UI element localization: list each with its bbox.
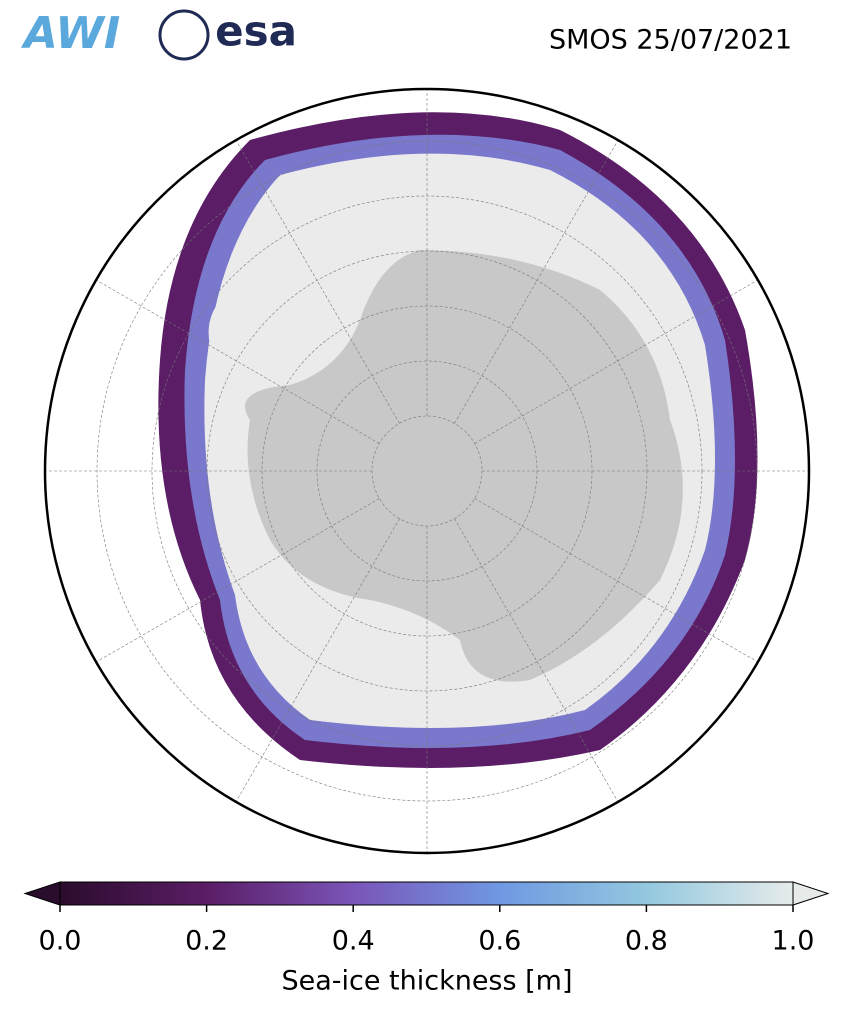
meridian [80, 270, 380, 444]
map-title: SMOS 25/07/2021 [549, 25, 792, 56]
colorbar-tick-label: 0.0 [39, 926, 82, 957]
antarctica [245, 250, 683, 682]
meridian [226, 518, 400, 818]
colorbar [23, 881, 830, 906]
colorbar-tick-label: 1.0 [772, 926, 815, 957]
colorbar-label: Sea-ice thickness [m] [281, 966, 572, 997]
graticule [45, 89, 809, 853]
meridian [474, 498, 774, 672]
colorbar-body [59, 881, 794, 906]
esa-logo-mark [158, 9, 210, 61]
map-frame [43, 87, 811, 855]
awi-logo: AWI [21, 8, 121, 59]
weddell-ice [208, 265, 360, 385]
colorbar-extend-low [23, 881, 61, 906]
map [45, 89, 809, 853]
meridian [226, 124, 400, 424]
colorbar-extend-high [792, 881, 830, 906]
meridian [474, 270, 774, 444]
colorbar-tick-label: 0.4 [332, 926, 375, 957]
colorbar-tick-label: 0.2 [185, 926, 228, 957]
colorbar-tick-label: 0.8 [625, 926, 668, 957]
esa-logo: esa [215, 7, 297, 56]
meridian [454, 518, 628, 818]
colorbar-tick-label: 0.6 [478, 926, 521, 957]
meridian [80, 498, 380, 672]
meridian [454, 124, 628, 424]
